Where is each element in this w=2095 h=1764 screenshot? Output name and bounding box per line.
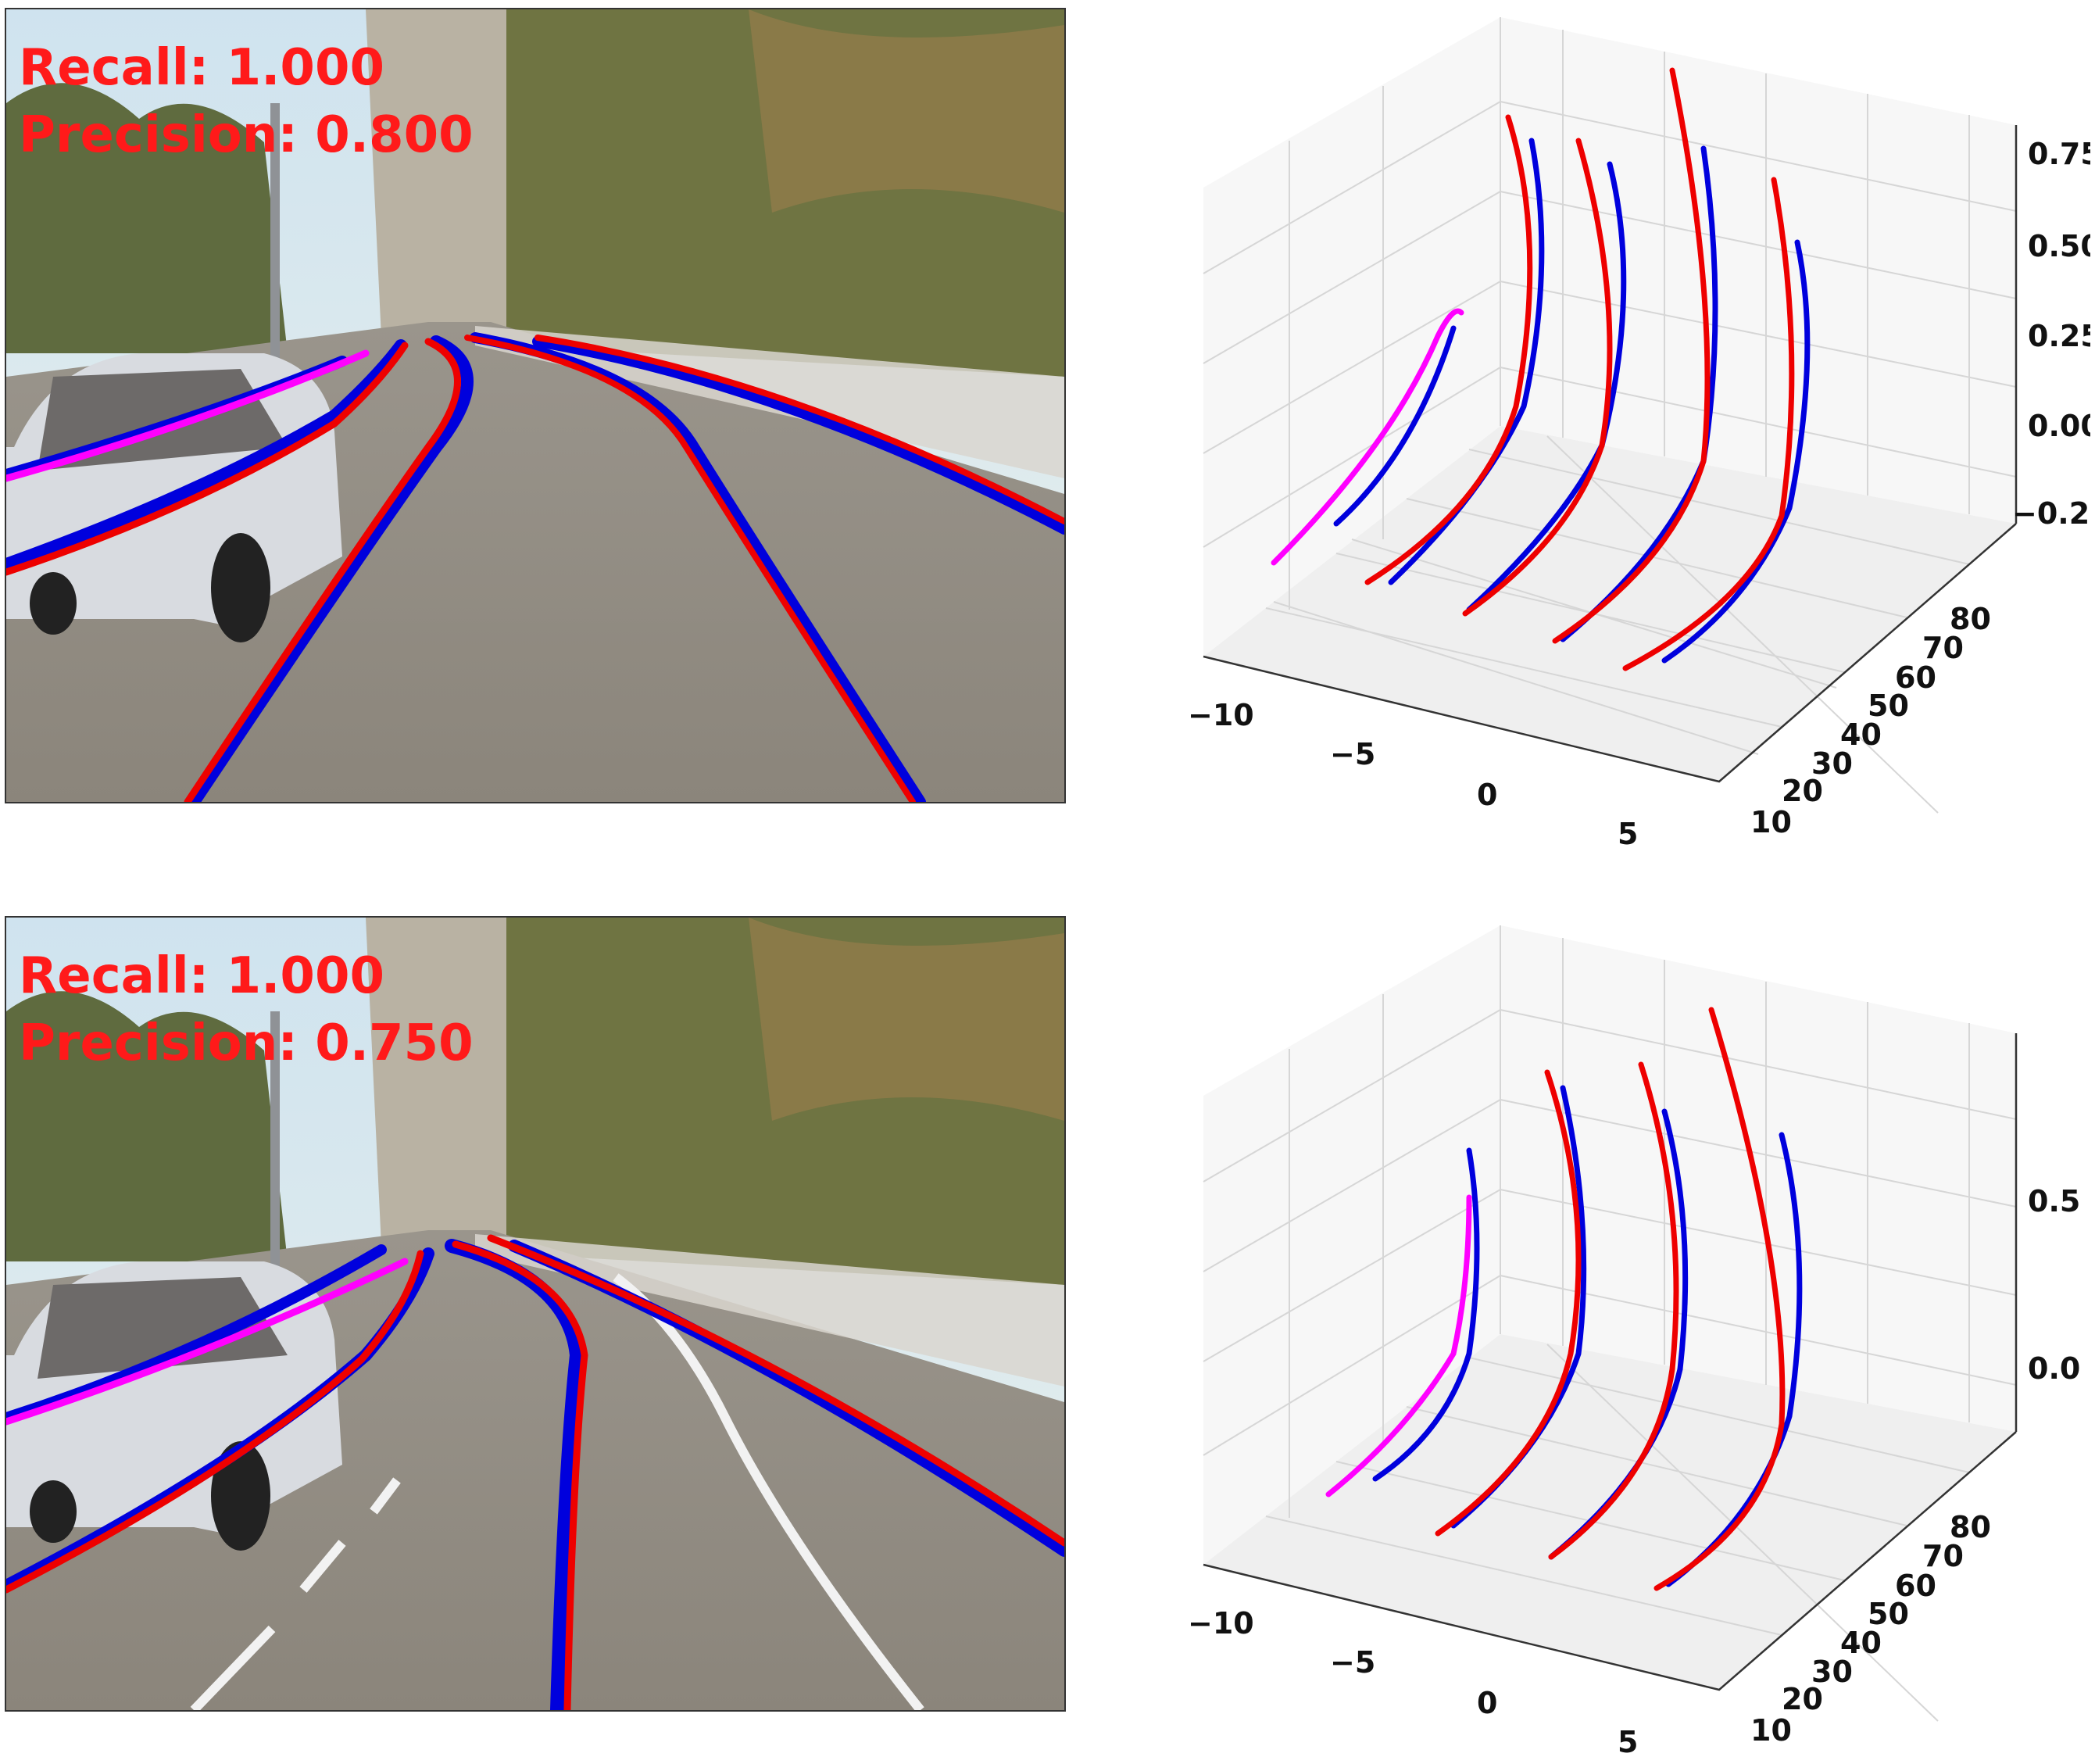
y-tick: 40 xyxy=(1840,717,1882,752)
x-tick: 0 xyxy=(1477,1686,1497,1720)
x-tick: −10 xyxy=(1188,1606,1254,1641)
unmatched-3d xyxy=(1271,308,1464,566)
lane-curves-3d xyxy=(1271,67,1811,671)
x-tick: 5 xyxy=(1618,1725,1638,1759)
z-tick: 0.00 xyxy=(2028,409,2090,443)
pred-lane-4 xyxy=(464,335,916,802)
pred-3d-5 xyxy=(1622,177,1795,671)
recall-text: Recall: 1.000 xyxy=(19,947,384,1005)
pred-3d-4 xyxy=(1552,67,1711,644)
z-tick: 0.50 xyxy=(2028,229,2090,263)
trees-left xyxy=(6,991,288,1261)
axis-edges xyxy=(1203,125,2018,783)
y-tick: 80 xyxy=(1950,1510,1991,1544)
y-tick: 30 xyxy=(1811,746,1853,781)
pred-3d-3 xyxy=(1548,1061,1679,1560)
recall-text: Recall: 1.000 xyxy=(19,39,384,97)
x-tick: 5 xyxy=(1618,817,1638,851)
y-tick: 80 xyxy=(1950,602,1991,636)
pred-3d-2 xyxy=(1364,114,1533,585)
gt-3d-2 xyxy=(1388,138,1545,585)
grid-lines xyxy=(1203,925,2017,1722)
pred-lane-5 xyxy=(534,335,1064,524)
z-tick: 0.5 xyxy=(2028,1184,2080,1218)
grid-lines xyxy=(1203,17,2017,814)
y-tick: 30 xyxy=(1811,1655,1853,1689)
pred-3d-2 xyxy=(1435,1069,1582,1537)
y-tick: 20 xyxy=(1782,774,1823,808)
back-pane xyxy=(1203,925,2016,1565)
x-tick: 0 xyxy=(1477,778,1497,812)
x-axis-ticks: −10 −5 0 5 xyxy=(1188,698,1638,851)
y-tick: 70 xyxy=(1922,1539,1964,1573)
y-tick: 50 xyxy=(1868,689,1909,723)
unmatched-lane xyxy=(6,349,370,482)
x-tick: −5 xyxy=(1330,1645,1375,1680)
street-lamp xyxy=(270,1011,280,1269)
pred-lane-3 xyxy=(452,1240,588,1710)
camera-image-top: Recall: 1.000 Precision: 0.800 xyxy=(5,8,1066,803)
y-tick: 50 xyxy=(1868,1597,1909,1631)
lane-overlays xyxy=(6,332,1064,802)
precision-text: Precision: 0.800 xyxy=(19,106,474,164)
y-tick: 10 xyxy=(1750,805,1792,839)
z-tick: 0.25 xyxy=(2028,319,2090,353)
pred-lane-5 xyxy=(487,1234,1064,1547)
camera-scene-top: Recall: 1.000 Precision: 0.800 xyxy=(6,9,1064,802)
gt-lane-1 xyxy=(6,339,407,571)
trees-foliage xyxy=(749,918,1064,1121)
x-axis-ticks: −10 −5 0 5 xyxy=(1188,1606,1638,1759)
pred-lane-1 xyxy=(6,342,409,576)
unmatched-3d xyxy=(1325,1194,1472,1497)
3d-lane-plot-top: 0.75 0.50 0.25 0.00 −0.25 −10 −5 0 5 10 … xyxy=(1157,8,2090,875)
trees-left xyxy=(6,83,288,354)
y-tick: 60 xyxy=(1895,660,1936,695)
gt-lane-5 xyxy=(532,336,1064,535)
lane-curves-3d xyxy=(1325,1007,1803,1591)
x-tick: −5 xyxy=(1330,737,1375,771)
gt-3d-1 xyxy=(1372,1147,1480,1482)
z-axis-ticks: 0.75 0.50 0.25 0.00 −0.25 xyxy=(2012,137,2090,531)
unmatched-lane xyxy=(6,1258,409,1426)
y-tick: 20 xyxy=(1782,1682,1823,1716)
y-tick: 60 xyxy=(1895,1569,1936,1603)
lane-overlays xyxy=(6,1234,1064,1710)
pred-3d-4 xyxy=(1653,1007,1786,1591)
gt-3d-5 xyxy=(1661,239,1811,664)
gt-lane-2 xyxy=(6,1244,387,1423)
guardrail xyxy=(475,1234,1064,1387)
3d-axes-bottom: 0.5 0.0 −10 −5 0 5 10 20 30 40 50 60 70 … xyxy=(1188,925,2080,1759)
3d-axes-top: 0.75 0.50 0.25 0.00 −0.25 −10 −5 0 5 10 … xyxy=(1188,17,2090,851)
3d-lane-plot-bottom: 0.5 0.0 −10 −5 0 5 10 20 30 40 50 60 70 … xyxy=(1157,916,2090,1760)
trees-foliage xyxy=(749,9,1064,213)
y-tick: 40 xyxy=(1840,1626,1882,1660)
z-tick: 0.0 xyxy=(2028,1351,2080,1386)
precision-text: Precision: 0.750 xyxy=(19,1014,474,1072)
camera-scene-bottom: Recall: 1.000 Precision: 0.750 xyxy=(6,918,1064,1710)
x-tick: −10 xyxy=(1188,698,1254,732)
z-tick: 0.75 xyxy=(2028,137,2090,171)
y-tick: 70 xyxy=(1922,631,1964,665)
pred-lane-3 xyxy=(184,338,461,802)
z-tick: −0.25 xyxy=(2012,496,2090,531)
pred-lane-1 xyxy=(6,1250,424,1594)
camera-image-bottom: Recall: 1.000 Precision: 0.750 xyxy=(5,916,1066,1712)
pred-3d-3 xyxy=(1462,138,1613,617)
z-axis-ticks: 0.5 0.0 xyxy=(2028,1184,2080,1386)
y-axis-ticks: 10 20 30 40 50 60 70 80 xyxy=(1750,602,1991,839)
gt-lane-3 xyxy=(188,335,474,802)
y-tick: 10 xyxy=(1750,1713,1792,1748)
axis-edges xyxy=(1203,1033,2018,1691)
gt-3d-1 xyxy=(1333,325,1457,527)
street-lamp xyxy=(270,103,280,361)
y-axis-ticks: 10 20 30 40 50 60 70 80 xyxy=(1750,1510,1991,1748)
